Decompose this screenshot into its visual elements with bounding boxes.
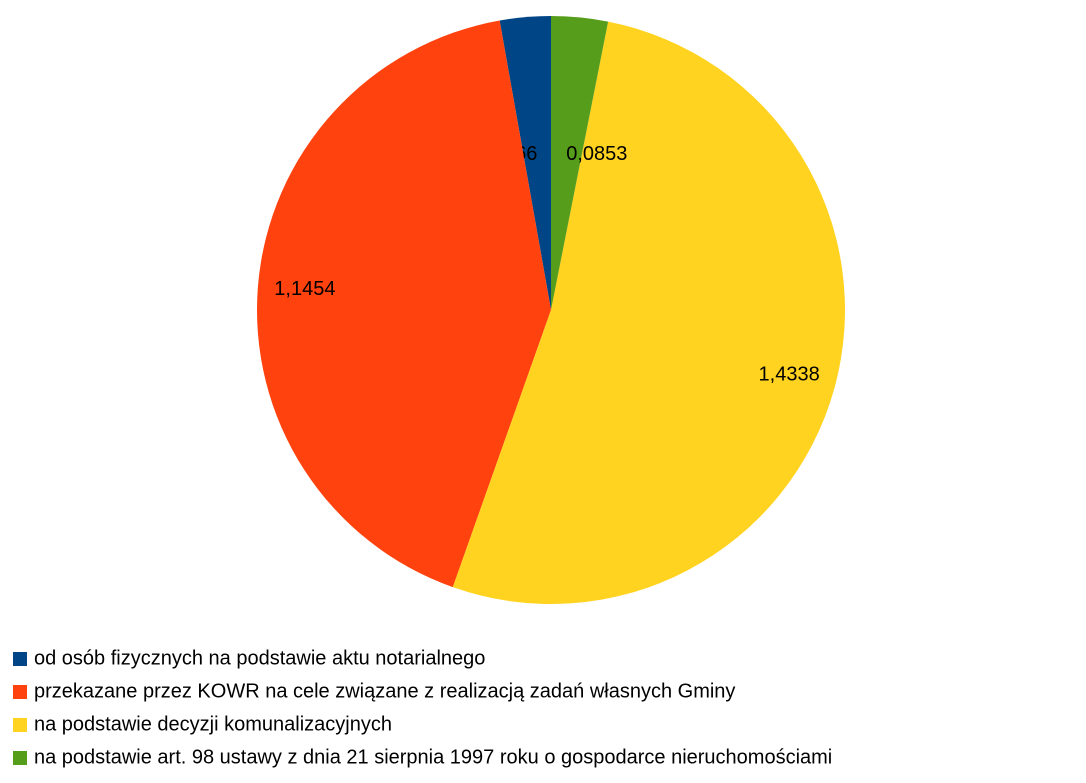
legend-label: od osób fizycznych na podstawie aktu not… [34,647,485,669]
legend-label: na podstawie decyzji komunalizacyjnych [34,713,392,735]
legend-swatch [13,718,27,732]
data-label: 1,4338 [759,364,820,386]
legend-swatch [13,685,27,699]
pie-slice [499,16,551,310]
data-label: 0,0853 [566,143,627,165]
pie-slice [257,20,551,588]
legend-swatch [13,652,27,666]
data-label: 1,1454 [274,278,335,300]
legend-label: na podstawie art. 98 ustawy z dnia 21 si… [34,746,832,768]
pie-slice [551,16,609,310]
legend-label: przekazane przez KOWR na cele związane z… [34,680,735,702]
pie-slice [452,21,845,604]
legend-swatch [13,751,27,765]
